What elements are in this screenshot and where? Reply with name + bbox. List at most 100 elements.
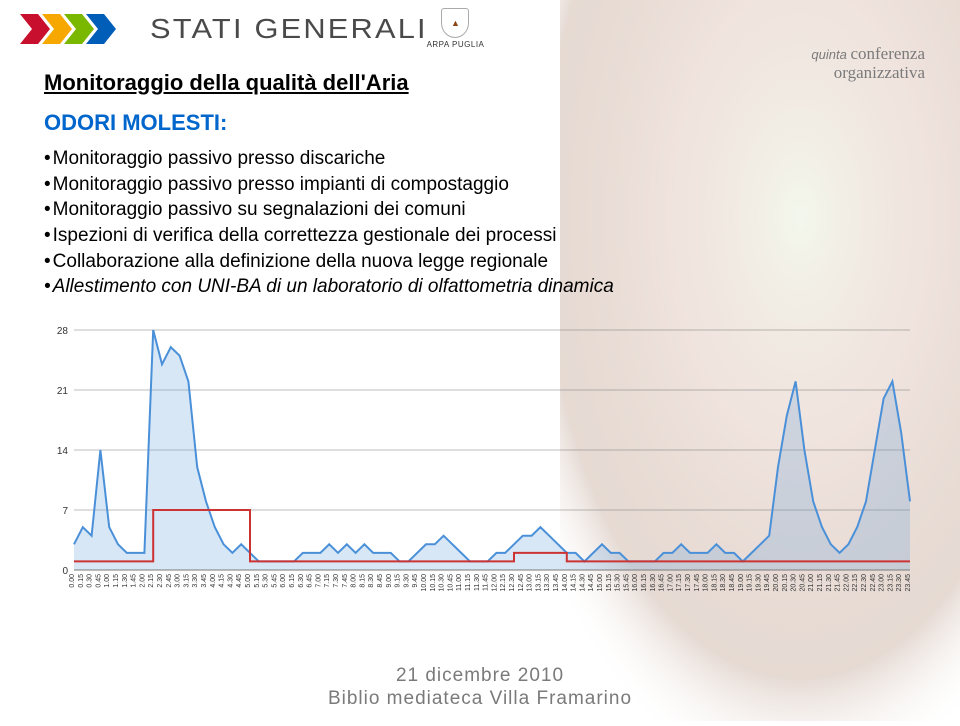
- svg-text:1.00: 1.00: [104, 574, 111, 588]
- svg-text:7.15: 7.15: [324, 574, 331, 588]
- svg-text:15.00: 15.00: [597, 574, 604, 592]
- svg-text:17.15: 17.15: [676, 574, 683, 592]
- footer-date: 21 dicembre 2010: [0, 665, 960, 688]
- svg-text:0.30: 0.30: [87, 574, 94, 588]
- svg-text:14.45: 14.45: [588, 574, 595, 592]
- svg-text:11.00: 11.00: [456, 574, 463, 591]
- svg-text:4.30: 4.30: [227, 574, 234, 588]
- svg-text:22.15: 22.15: [852, 574, 859, 592]
- svg-text:2.30: 2.30: [157, 574, 164, 588]
- svg-text:8.30: 8.30: [368, 574, 375, 588]
- svg-text:9.00: 9.00: [386, 574, 393, 588]
- page-subtitle: ODORI MOLESTI:: [44, 110, 920, 136]
- svg-text:18.15: 18.15: [711, 574, 718, 592]
- svg-text:12.00: 12.00: [491, 574, 498, 592]
- svg-text:6.00: 6.00: [280, 574, 287, 588]
- bullet-item: Collaborazione alla definizione della nu…: [44, 249, 920, 275]
- svg-text:12.15: 12.15: [500, 574, 507, 592]
- svg-text:19.00: 19.00: [738, 574, 745, 592]
- svg-text:7.30: 7.30: [333, 574, 340, 588]
- svg-text:10.00: 10.00: [421, 574, 428, 592]
- svg-text:0.45: 0.45: [95, 574, 102, 588]
- svg-text:2.15: 2.15: [148, 574, 155, 588]
- svg-text:20.45: 20.45: [799, 574, 806, 592]
- svg-text:10.15: 10.15: [430, 574, 437, 592]
- bullet-item: Monitoraggio passivo presso impianti di …: [44, 172, 920, 198]
- footer: 21 dicembre 2010 Biblio mediateca Villa …: [0, 665, 960, 711]
- svg-text:0.15: 0.15: [78, 574, 85, 588]
- svg-text:13.00: 13.00: [527, 574, 534, 592]
- svg-text:7.00: 7.00: [315, 574, 322, 588]
- svg-text:18.00: 18.00: [703, 574, 710, 592]
- svg-text:21.45: 21.45: [835, 574, 842, 592]
- header: STATI GENERALI ▲ ARPA PUGLIA: [20, 8, 940, 49]
- svg-text:19.45: 19.45: [764, 574, 771, 592]
- svg-text:1.30: 1.30: [122, 574, 129, 588]
- svg-text:21.30: 21.30: [826, 574, 833, 592]
- svg-text:16.30: 16.30: [650, 574, 657, 592]
- svg-text:6.45: 6.45: [307, 574, 314, 588]
- svg-text:9.30: 9.30: [403, 574, 410, 588]
- conference-conferenza: conferenza: [850, 44, 925, 63]
- svg-text:14: 14: [57, 446, 69, 457]
- svg-text:1.15: 1.15: [113, 574, 120, 588]
- svg-text:13.45: 13.45: [553, 574, 560, 592]
- svg-text:7.45: 7.45: [342, 574, 349, 588]
- svg-text:15.30: 15.30: [615, 574, 622, 592]
- svg-text:9.15: 9.15: [395, 574, 402, 588]
- svg-text:2.45: 2.45: [166, 574, 173, 588]
- svg-text:3.30: 3.30: [192, 574, 199, 588]
- svg-text:16.45: 16.45: [659, 574, 666, 592]
- svg-text:4.00: 4.00: [210, 574, 217, 588]
- svg-text:17.30: 17.30: [685, 574, 692, 592]
- header-title: STATI GENERALI: [150, 13, 428, 45]
- svg-text:5.15: 5.15: [254, 574, 261, 588]
- svg-text:10.45: 10.45: [447, 574, 454, 592]
- svg-text:1.45: 1.45: [131, 574, 138, 588]
- svg-text:23.30: 23.30: [896, 574, 903, 592]
- svg-text:17.45: 17.45: [694, 574, 701, 592]
- svg-text:4.45: 4.45: [236, 574, 243, 588]
- svg-text:11.45: 11.45: [483, 574, 490, 591]
- svg-text:14.00: 14.00: [562, 574, 569, 592]
- svg-text:16.00: 16.00: [632, 574, 639, 592]
- svg-text:18.45: 18.45: [729, 574, 736, 592]
- svg-text:11.15: 11.15: [465, 574, 472, 591]
- svg-text:28: 28: [57, 326, 69, 337]
- bullet-item: Ispezioni di verifica della correttezza …: [44, 223, 920, 249]
- svg-text:5.30: 5.30: [263, 574, 270, 588]
- svg-text:20.00: 20.00: [773, 574, 780, 592]
- svg-text:22.30: 22.30: [861, 574, 868, 592]
- bullet-item: Monitoraggio passivo presso discariche: [44, 146, 920, 172]
- svg-text:14.30: 14.30: [579, 574, 586, 592]
- svg-text:8.45: 8.45: [377, 574, 384, 588]
- svg-text:0.00: 0.00: [69, 574, 76, 588]
- svg-text:8.15: 8.15: [359, 574, 366, 588]
- chevrons-logo: [20, 12, 140, 46]
- svg-text:14.15: 14.15: [571, 574, 578, 592]
- svg-text:5.45: 5.45: [271, 574, 278, 588]
- svg-text:13.30: 13.30: [544, 574, 551, 592]
- svg-text:13.15: 13.15: [535, 574, 542, 592]
- bullet-item: Allestimento con UNI-BA di un laboratori…: [44, 274, 920, 300]
- svg-text:3.00: 3.00: [175, 574, 182, 588]
- svg-text:8.00: 8.00: [351, 574, 358, 588]
- arpa-label: ARPA PUGLIA: [427, 40, 485, 49]
- svg-text:4.15: 4.15: [219, 574, 226, 588]
- svg-text:12.45: 12.45: [518, 574, 525, 592]
- svg-text:5.00: 5.00: [245, 574, 252, 588]
- svg-text:17.00: 17.00: [667, 574, 674, 592]
- footer-place: Biblio mediateca Villa Framarino: [0, 688, 960, 711]
- svg-text:21.00: 21.00: [808, 574, 815, 592]
- svg-text:6.30: 6.30: [298, 574, 305, 588]
- svg-text:19.30: 19.30: [755, 574, 762, 592]
- svg-text:15.15: 15.15: [606, 574, 613, 592]
- svg-text:23.00: 23.00: [879, 574, 886, 592]
- bullet-item: Monitoraggio passivo su segnalazioni dei…: [44, 197, 920, 223]
- conference-quinta: quinta: [811, 47, 846, 62]
- svg-text:20.15: 20.15: [782, 574, 789, 592]
- arpa-logo: ▲ ARPA PUGLIA: [427, 8, 485, 49]
- svg-text:21.15: 21.15: [817, 574, 824, 592]
- svg-text:3.45: 3.45: [201, 574, 208, 588]
- svg-text:6.15: 6.15: [289, 574, 296, 588]
